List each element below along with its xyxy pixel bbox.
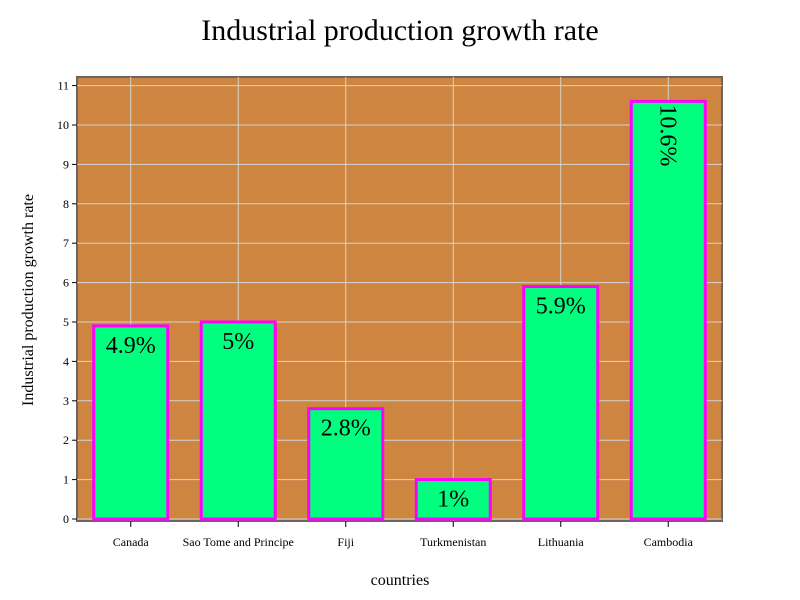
data-label: 10.6% — [654, 104, 680, 166]
y-axis-label: Industrial production growth rate — [20, 194, 37, 406]
x-tick-label: Turkmenistan — [420, 535, 486, 549]
x-tick-label: Cambodia — [644, 535, 694, 549]
x-tick-label: Fiji — [337, 535, 354, 549]
bar-sao-tome-and-principe — [199, 320, 277, 521]
y-tick-label: 11 — [57, 79, 69, 93]
y-tick-label: 10 — [57, 118, 69, 132]
bar-lithuania — [522, 285, 600, 521]
data-label: 5% — [222, 329, 254, 355]
y-tick-label: 8 — [63, 197, 69, 211]
plot-area — [76, 76, 723, 522]
x-tick-label: Lithuania — [538, 535, 585, 549]
bar-fiji — [307, 407, 385, 521]
bar-canada — [92, 324, 170, 521]
y-tick-label: 4 — [63, 354, 69, 368]
bar-turkmenistan — [414, 478, 492, 521]
data-label: 2.8% — [321, 416, 371, 442]
y-axis-ticks: 0 1 2 3 4 5 6 7 8 9 10 11 — [57, 79, 77, 526]
y-tick-label: 1 — [63, 473, 69, 487]
y-tick-label: 0 — [63, 512, 69, 526]
x-tick-label: Canada — [113, 535, 150, 549]
bars-group: 4.9% 5% 2.8% 1% 5.9% 10.6% — [92, 99, 707, 521]
y-tick-label: 3 — [63, 394, 69, 408]
x-axis-label: countries — [371, 572, 430, 589]
chart-title: Industrial production growth rate — [201, 14, 598, 47]
data-label: 1% — [437, 487, 469, 513]
data-label: 4.9% — [106, 333, 156, 359]
data-label: 5.9% — [536, 294, 586, 320]
y-tick-label: 7 — [63, 236, 69, 250]
bar-cambodia — [629, 99, 707, 521]
y-tick-label: 5 — [63, 315, 69, 329]
y-tick-label: 6 — [63, 276, 69, 290]
y-tick-label: 2 — [63, 433, 69, 447]
x-tick-label: Sao Tome and Principe — [183, 535, 294, 549]
x-axis-ticks: Canada Sao Tome and Principe Fiji Turkmenis… — [113, 521, 694, 549]
y-tick-label: 9 — [63, 157, 69, 171]
